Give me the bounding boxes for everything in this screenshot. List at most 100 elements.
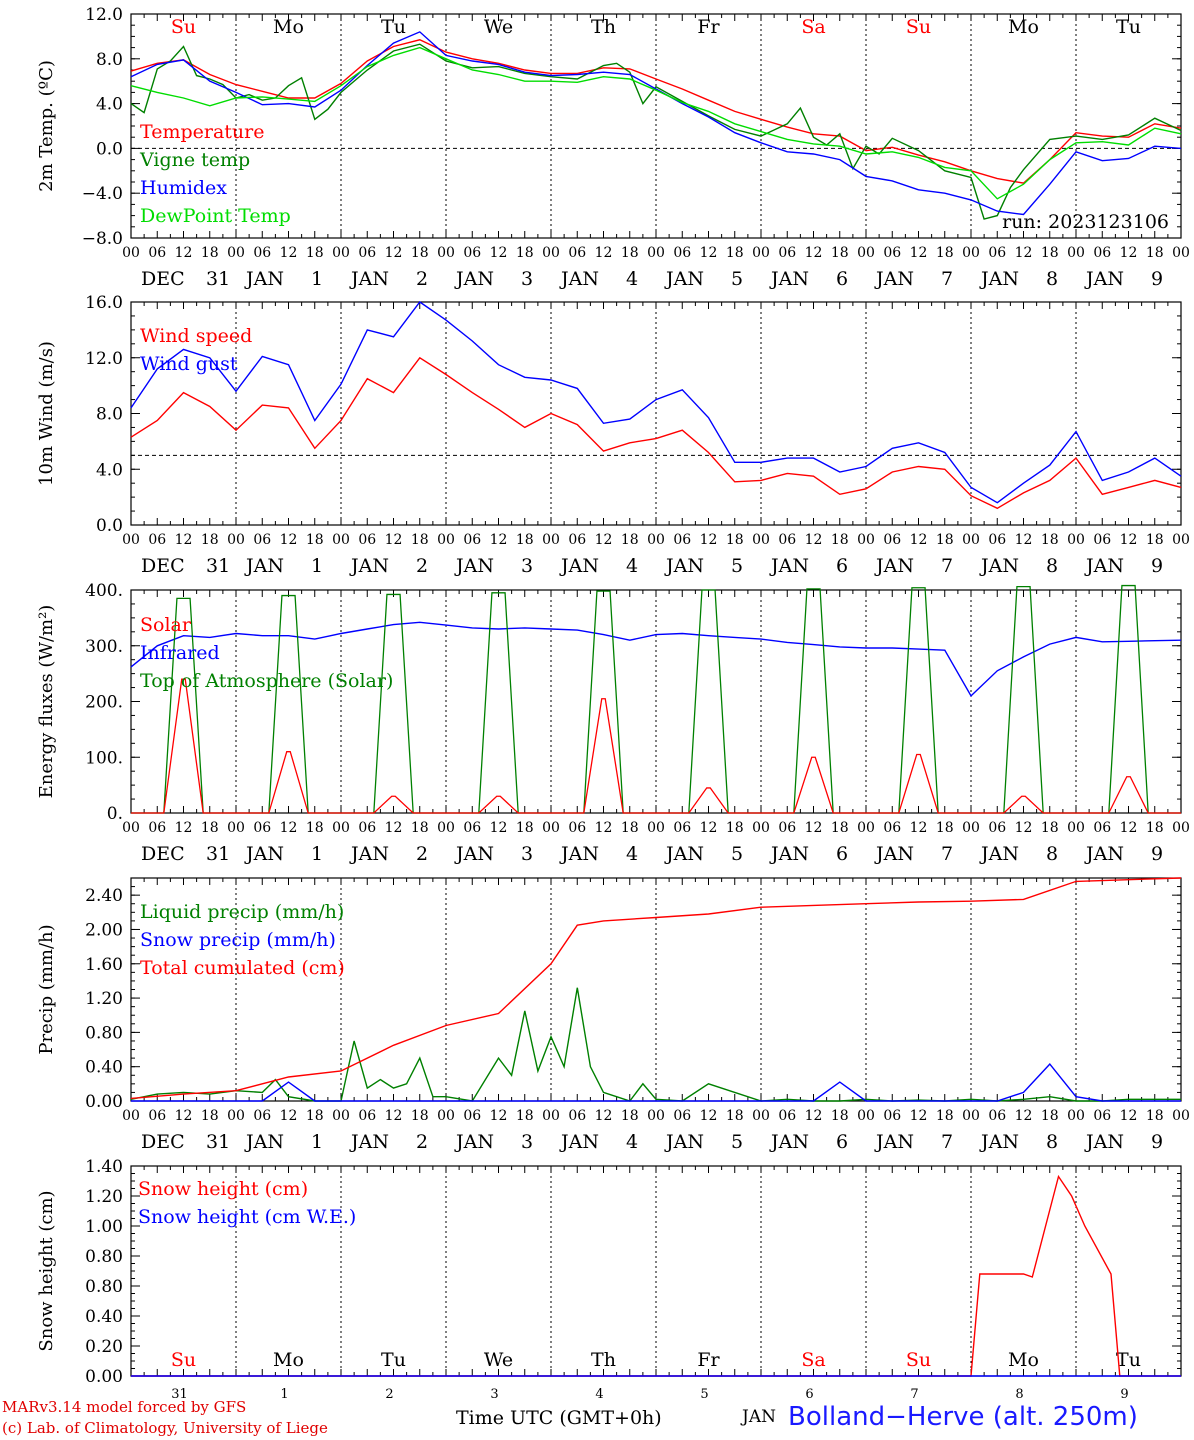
hour-tick-label: 06 xyxy=(1093,820,1111,836)
date-day-label: 5 xyxy=(731,1131,743,1153)
hour-tick-label: 18 xyxy=(621,245,639,261)
hour-tick-label: 12 xyxy=(805,532,823,548)
date-day-label: 31 xyxy=(206,555,230,577)
day-number-label: 1 xyxy=(280,1387,288,1402)
date-day-label: 5 xyxy=(731,843,743,865)
hour-tick-label: 12 xyxy=(280,532,298,548)
y-tick-label: 0.0 xyxy=(96,139,123,159)
date-month-label: JAN xyxy=(349,843,389,865)
hour-tick-label: 00 xyxy=(542,1108,560,1124)
hour-tick-label: 18 xyxy=(831,1108,849,1124)
hour-tick-label: 00 xyxy=(1067,532,1085,548)
date-day-label: 1 xyxy=(311,1131,323,1153)
hour-tick-label: 00 xyxy=(332,245,350,261)
hour-tick-label: 18 xyxy=(516,245,534,261)
station-name: Bolland−Herve (alt. 250m) xyxy=(788,1402,1138,1432)
hour-tick-label: 12 xyxy=(280,245,298,261)
day-number-label: 5 xyxy=(700,1387,708,1402)
hour-tick-label: 00 xyxy=(752,245,770,261)
date-month-label: JAN xyxy=(454,268,494,290)
hour-tick-label: 06 xyxy=(463,245,481,261)
hour-tick-label: 12 xyxy=(910,820,928,836)
series-line-snow-height-cm- xyxy=(131,1174,1181,1377)
y-tick-label: 12.0 xyxy=(85,5,123,25)
hour-tick-label: 18 xyxy=(411,532,429,548)
date-month-label: JAN xyxy=(349,555,389,577)
hour-tick-label: 06 xyxy=(463,532,481,548)
hour-tick-label: 00 xyxy=(1067,245,1085,261)
date-month-label: JAN xyxy=(1084,555,1124,577)
hour-tick-label: 00 xyxy=(332,532,350,548)
hour-tick-label: 12 xyxy=(700,1108,718,1124)
y-tick-label: 1.40 xyxy=(85,1157,123,1177)
y-tick-label: 0. xyxy=(107,804,123,824)
day-number-label: 4 xyxy=(595,1387,603,1402)
hour-tick-label: 18 xyxy=(306,245,324,261)
hour-tick-label: 00 xyxy=(542,532,560,548)
date-day-label: 9 xyxy=(1151,268,1163,290)
hour-tick-label: 06 xyxy=(778,1108,796,1124)
time-axis-label: Time UTC (GMT+0h) xyxy=(456,1407,662,1429)
day-name: Su xyxy=(171,16,196,38)
hour-tick-label: 18 xyxy=(831,532,849,548)
hour-tick-label: 18 xyxy=(1146,245,1164,261)
hour-tick-label: 18 xyxy=(1146,532,1164,548)
hour-tick-label: 18 xyxy=(936,820,954,836)
y-tick-label: 100. xyxy=(85,748,123,768)
hour-tick-label: 12 xyxy=(595,1108,613,1124)
series-line-solar xyxy=(131,678,1181,814)
hour-tick-label: 06 xyxy=(463,1108,481,1124)
date-month-label: JAN xyxy=(244,1131,284,1153)
hour-tick-label: 18 xyxy=(516,820,534,836)
date-day-label: 9 xyxy=(1151,843,1163,865)
hour-tick-label: 06 xyxy=(568,820,586,836)
y-tick-label: 0.20 xyxy=(85,1337,123,1357)
hour-tick-label: 06 xyxy=(253,1108,271,1124)
date-month-label: JAN xyxy=(664,1131,704,1153)
hour-tick-label: 00 xyxy=(1172,1108,1190,1124)
hour-tick-label: 12 xyxy=(385,1108,403,1124)
hour-tick-label: 00 xyxy=(122,245,140,261)
date-day-label: 6 xyxy=(836,555,848,577)
y-tick-label: 300. xyxy=(85,637,123,657)
hour-tick-label: 06 xyxy=(253,245,271,261)
hour-tick-label: 12 xyxy=(175,532,193,548)
legend-entry: DewPoint Temp xyxy=(140,205,291,227)
date-month-label: JAN xyxy=(874,555,914,577)
y-tick-label: 12.0 xyxy=(85,349,123,369)
hour-tick-label: 18 xyxy=(831,245,849,261)
hour-tick-label: 00 xyxy=(962,532,980,548)
hour-tick-label: 06 xyxy=(673,1108,691,1124)
hour-tick-label: 12 xyxy=(1015,532,1033,548)
hour-tick-label: 18 xyxy=(201,820,219,836)
legend-entry: Wind speed xyxy=(140,325,252,347)
date-day-label: 5 xyxy=(731,268,743,290)
date-day-label: 6 xyxy=(836,843,848,865)
date-month-label: JAN xyxy=(664,843,704,865)
date-month-label: JAN xyxy=(559,555,599,577)
date-month-label: JAN xyxy=(979,268,1019,290)
series-line-vigne-temp xyxy=(130,43,1182,220)
hour-tick-label: 00 xyxy=(647,245,665,261)
date-day-label: 3 xyxy=(521,843,533,865)
day-name: Tu xyxy=(1116,1349,1141,1371)
hour-tick-label: 12 xyxy=(595,245,613,261)
date-day-label: 7 xyxy=(941,268,953,290)
hour-tick-label: 18 xyxy=(201,245,219,261)
y-axis-label: Precip (mm/h) xyxy=(36,924,57,1054)
date-day-label: 3 xyxy=(521,268,533,290)
hour-tick-label: 00 xyxy=(962,820,980,836)
hour-tick-label: 12 xyxy=(700,532,718,548)
hour-tick-label: 12 xyxy=(175,820,193,836)
hour-tick-label: 00 xyxy=(437,1108,455,1124)
date-day-label: 3 xyxy=(521,1131,533,1153)
date-month-label: JAN xyxy=(1084,1131,1124,1153)
hour-tick-label: 06 xyxy=(253,820,271,836)
series-line-wind-gust xyxy=(130,301,1182,504)
hour-tick-label: 12 xyxy=(280,820,298,836)
date-day-label: 7 xyxy=(941,843,953,865)
date-month-label: JAN xyxy=(769,1131,809,1153)
hour-tick-label: 06 xyxy=(358,1108,376,1124)
hour-tick-label: 18 xyxy=(516,532,534,548)
